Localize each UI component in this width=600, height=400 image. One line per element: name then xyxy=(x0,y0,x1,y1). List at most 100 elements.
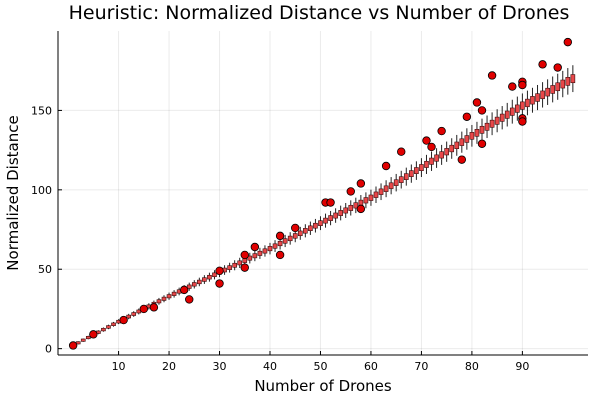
box xyxy=(368,194,374,201)
outlier-point xyxy=(89,330,98,339)
x-tick-label: 90 xyxy=(515,360,529,373)
box xyxy=(156,299,162,304)
box xyxy=(313,222,318,229)
box xyxy=(292,233,298,239)
box xyxy=(388,182,394,189)
box xyxy=(515,104,520,113)
box xyxy=(434,154,439,162)
outlier-point xyxy=(179,285,189,295)
box xyxy=(338,210,343,216)
box xyxy=(469,132,475,140)
box xyxy=(474,129,480,137)
box xyxy=(449,144,455,153)
x-tick-label: 20 xyxy=(162,360,176,373)
box xyxy=(535,93,540,102)
box xyxy=(464,135,470,143)
box xyxy=(267,246,273,252)
box xyxy=(197,279,202,285)
box xyxy=(161,296,167,301)
box xyxy=(353,202,359,209)
outlier-point xyxy=(538,60,547,69)
box xyxy=(343,207,349,214)
outlier-point xyxy=(119,315,128,325)
box xyxy=(383,185,389,192)
x-tick-label: 80 xyxy=(465,360,479,373)
outlier-point xyxy=(508,82,517,91)
outlier-point xyxy=(356,179,366,188)
box xyxy=(570,74,576,84)
box xyxy=(227,265,232,270)
y-tick-label: 50 xyxy=(38,263,52,276)
outlier-point xyxy=(68,341,78,350)
y-tick-label: 100 xyxy=(31,184,52,197)
box xyxy=(101,327,106,332)
box xyxy=(277,240,283,247)
box xyxy=(262,248,268,254)
outlier-layer xyxy=(68,37,573,350)
box xyxy=(540,90,545,100)
outlier-point xyxy=(427,142,436,152)
box xyxy=(409,170,414,177)
outlier-point xyxy=(356,204,366,214)
outlier-point xyxy=(326,198,335,207)
box xyxy=(484,122,490,131)
box xyxy=(247,255,253,261)
outlier-point xyxy=(275,250,285,260)
x-tick-label: 10 xyxy=(112,360,126,373)
box xyxy=(378,188,384,195)
box xyxy=(525,98,530,108)
box xyxy=(439,151,444,159)
outlier-point xyxy=(291,223,300,233)
box xyxy=(565,76,571,86)
box xyxy=(444,148,449,156)
box xyxy=(111,322,116,326)
box xyxy=(126,314,131,319)
box xyxy=(131,312,137,316)
box xyxy=(212,272,217,278)
box xyxy=(252,253,258,259)
box xyxy=(424,160,429,168)
y-tick-label: 150 xyxy=(31,104,52,117)
box xyxy=(494,116,500,125)
outlier-point xyxy=(215,279,224,288)
outlier-point xyxy=(487,71,497,80)
box xyxy=(232,262,237,268)
box-layer xyxy=(70,74,576,347)
box xyxy=(287,235,293,242)
box xyxy=(272,243,278,249)
outlier-point xyxy=(437,126,446,136)
outlier-point xyxy=(215,266,224,276)
outlier-point xyxy=(563,37,573,47)
outlier-point xyxy=(457,155,467,164)
tick-layer: 10 20 30 40 50 60 70 80 90 0 50 100 150 xyxy=(31,104,529,373)
outlier-point xyxy=(477,139,487,148)
box xyxy=(282,238,288,244)
box xyxy=(479,125,485,134)
outlier-point xyxy=(553,63,562,72)
outlier-point xyxy=(240,250,249,260)
box xyxy=(520,101,525,110)
y-axis-label: Normalized Distance xyxy=(4,115,22,270)
box xyxy=(297,230,303,237)
box xyxy=(363,197,369,204)
box xyxy=(373,191,379,198)
chart-title: Heuristic: Normalized Distance vs Number… xyxy=(69,2,570,24)
x-tick-label: 60 xyxy=(364,360,378,373)
outlier-point xyxy=(397,147,406,156)
box xyxy=(398,176,404,183)
outlier-point xyxy=(462,112,472,121)
x-tick-label: 40 xyxy=(263,360,277,373)
box xyxy=(171,291,177,296)
outlier-point xyxy=(518,117,527,126)
outlier-point xyxy=(346,187,355,196)
box xyxy=(166,294,172,299)
box xyxy=(509,107,515,116)
outlier-point xyxy=(381,161,391,171)
box xyxy=(555,82,561,92)
box xyxy=(257,250,263,256)
outlier-point xyxy=(149,303,159,312)
box xyxy=(419,164,424,171)
box xyxy=(328,215,333,221)
box xyxy=(348,204,354,211)
